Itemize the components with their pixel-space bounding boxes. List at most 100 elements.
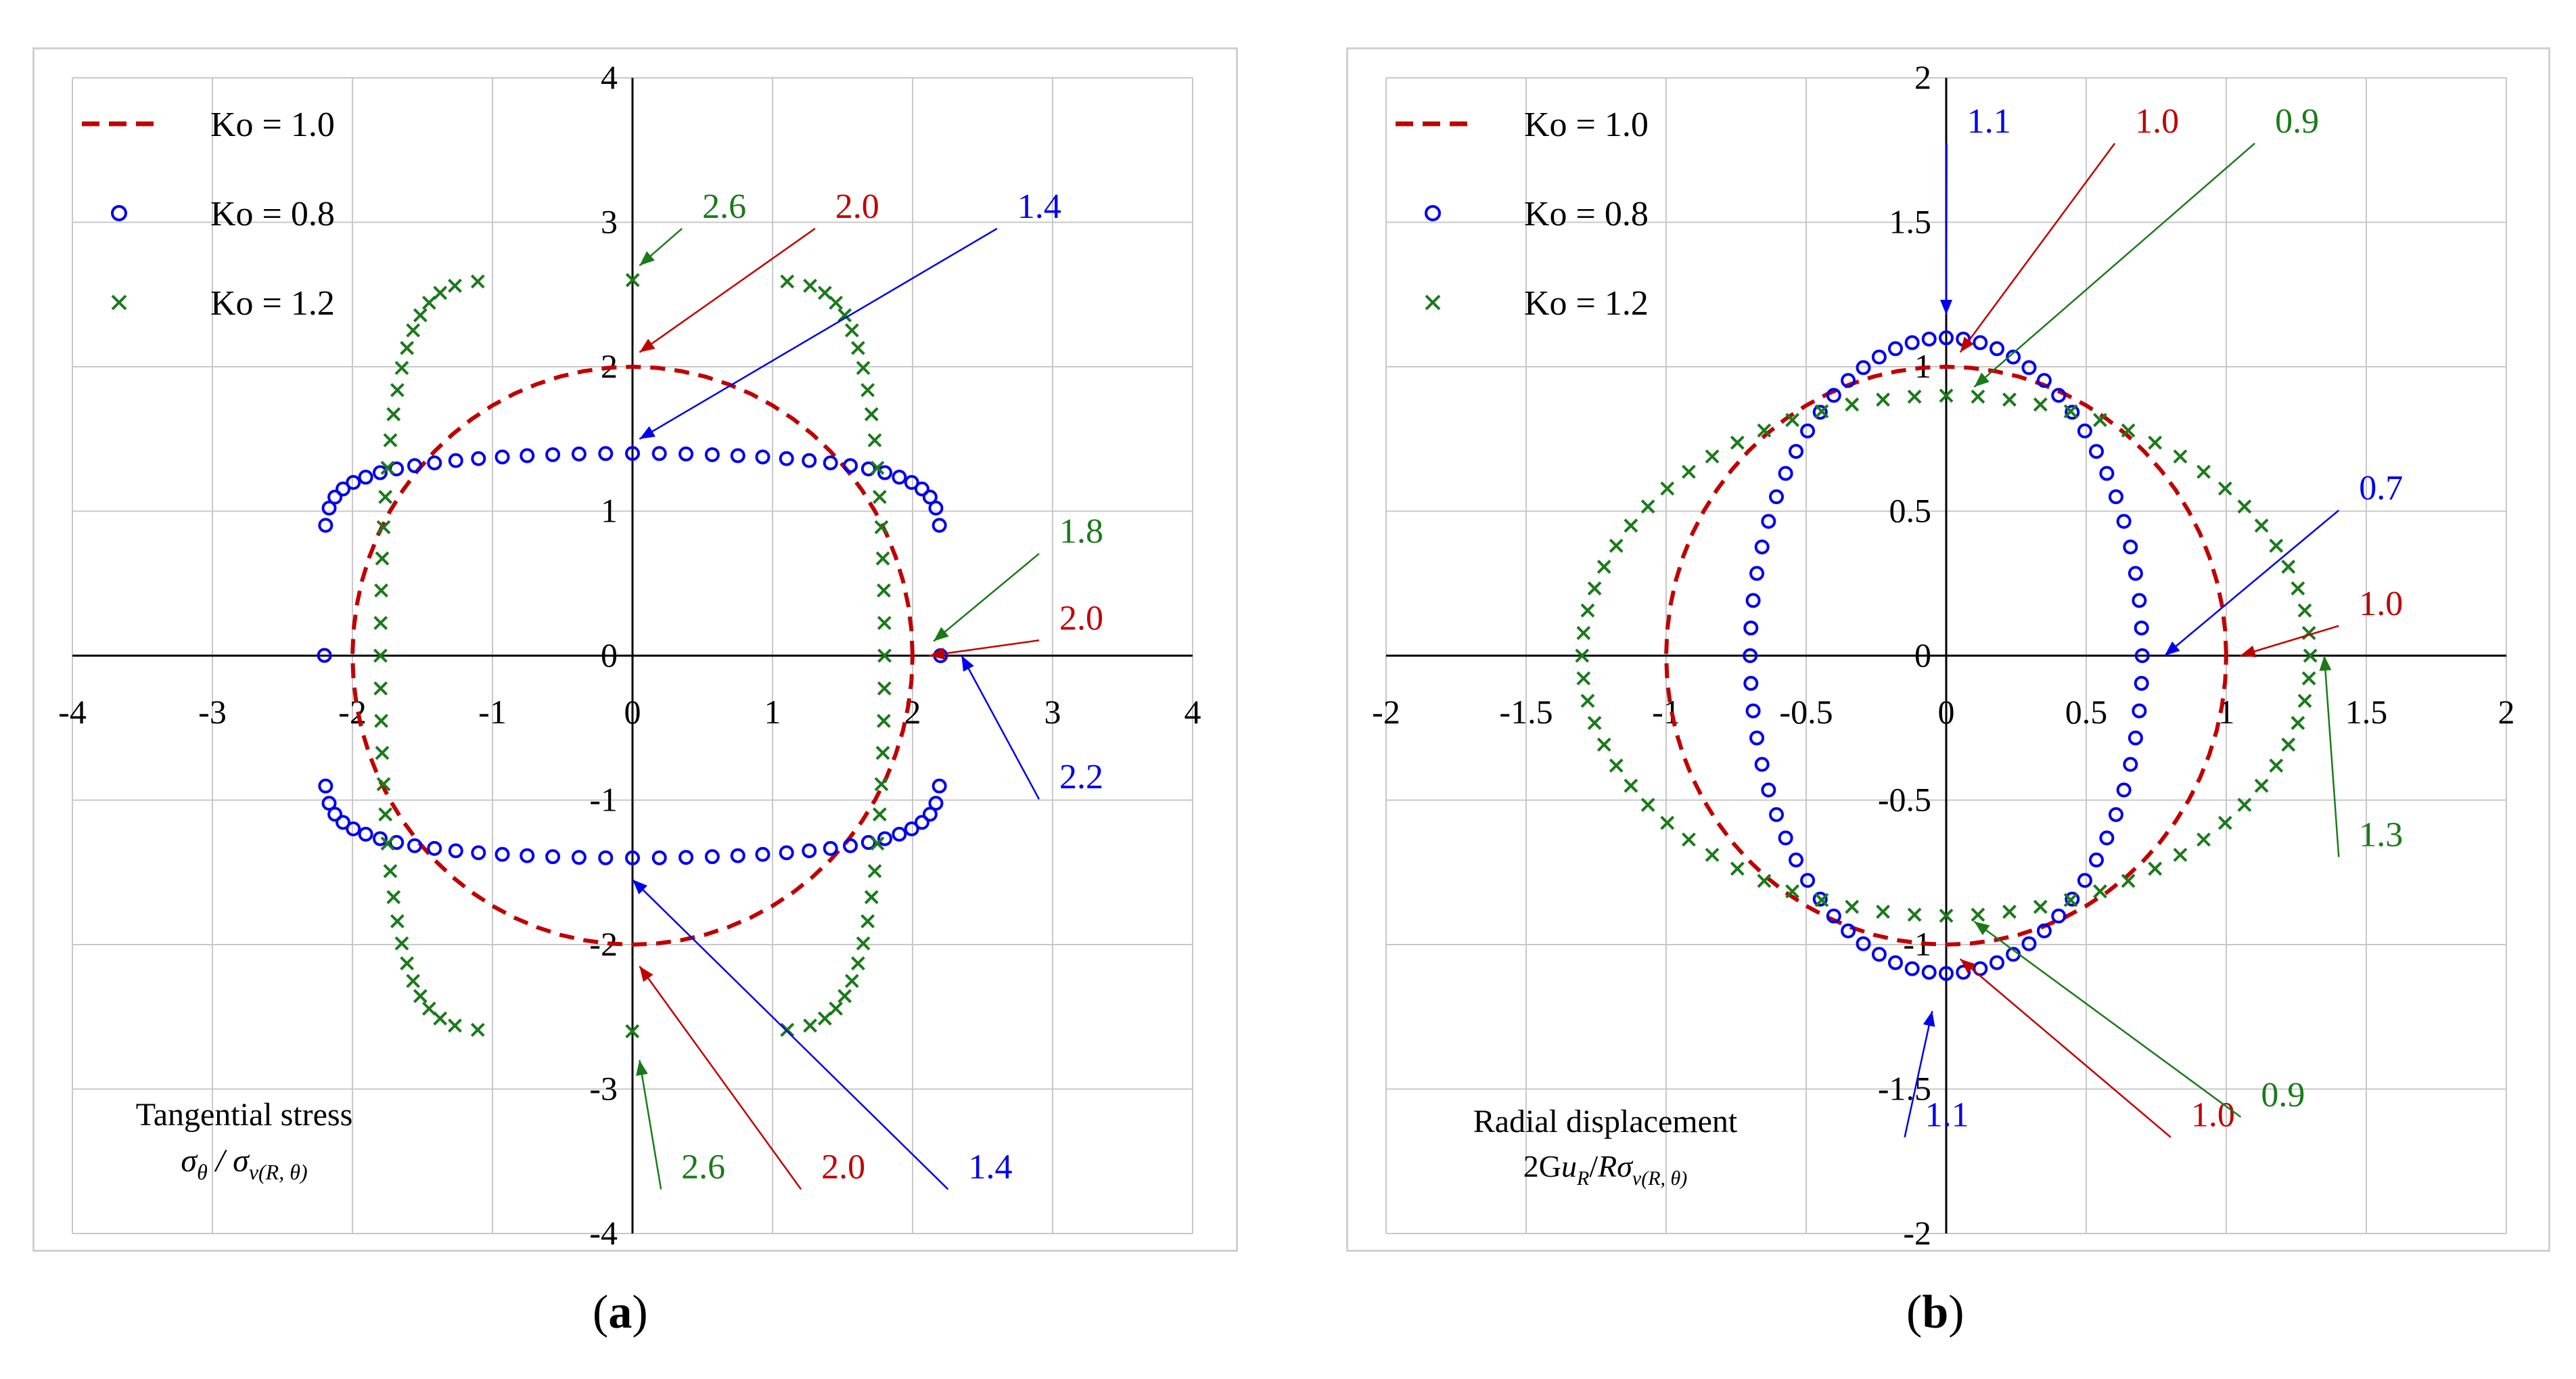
x-marker-stroke: [1814, 404, 1829, 419]
caption-a: (a): [593, 1286, 648, 1338]
chart-a-point-ko08: [372, 831, 388, 846]
chart-a-point-ko08: [928, 500, 944, 516]
chart-b-point-ko12: [1580, 694, 1595, 708]
chart-b-point-ko12: [2281, 560, 2296, 574]
chart-b-point-ko12: [1660, 815, 1675, 830]
x-marker-stroke: [1939, 908, 1954, 923]
chart-a-point-ko12: [872, 489, 887, 504]
chart-b-point-ko12: [2291, 581, 2305, 595]
chart-b-point-ko12: [2196, 464, 2211, 479]
chart-a-point-ko12: [378, 489, 393, 504]
chart-a-point-ko12: [860, 914, 875, 928]
chart-a-point-ko08: [823, 455, 838, 471]
chart-a-point-ko12: [844, 974, 859, 989]
chart-b-x-tick-label: -1.5: [1499, 693, 1552, 731]
chart-b-point-ko08: [1939, 966, 1954, 981]
chart-b-point-ko08: [2036, 923, 2052, 939]
annotation-arrow-line: [1973, 142, 2255, 388]
chart-a-point-ko08: [678, 850, 694, 865]
chart-a-point-ko12: [383, 863, 398, 878]
chart-a-point-ko12: [625, 1024, 640, 1039]
chart-a-y-tick-label: 1: [601, 492, 618, 530]
chart-b-point-ko12: [2237, 798, 2252, 812]
chart-b-point-ko12: [2033, 899, 2048, 914]
x-marker-stroke: [872, 807, 887, 822]
chart-b-point-ko08: [2128, 566, 2143, 581]
x-marker-stroke: [1575, 648, 1590, 663]
chart-a-x-tick-label: -3: [198, 693, 227, 731]
chart-a-point-ko08: [321, 500, 337, 516]
x-marker-stroke: [448, 278, 462, 293]
chart-b-point-ko08: [1856, 360, 1871, 376]
annotation-label: 1.4: [968, 1148, 1012, 1187]
x-marker-stroke: [2291, 581, 2305, 595]
x-marker-stroke: [1705, 847, 1720, 862]
chart-a-point-ko12: [877, 713, 891, 728]
annotation-arrow-head: [929, 648, 945, 660]
chart-b-point-ko08: [1871, 947, 1887, 962]
x-marker-stroke: [2297, 694, 2312, 708]
annotation-arrow-head: [2319, 656, 2332, 671]
chart-a-point-ko08: [779, 451, 794, 466]
chart-a-point-ko08: [471, 451, 486, 466]
legend-label: Ko = 0.8: [210, 195, 335, 233]
chart-b-point-ko08: [1973, 961, 1988, 976]
chart-a-point-ko08: [914, 481, 929, 497]
annotation-arrow-line: [639, 227, 998, 440]
chart-a-point-ko08: [802, 843, 817, 859]
x-marker-stroke: [1785, 884, 1799, 899]
x-marker-stroke: [2033, 899, 2048, 914]
x-marker-stroke: [470, 274, 485, 289]
x-marker-stroke: [860, 383, 875, 397]
chart-b-annotation: 1.0: [1959, 102, 2179, 353]
legend-circle-swatch: [111, 205, 127, 221]
annotation-arrow-line: [639, 227, 816, 353]
chart-a-point-ko08: [427, 455, 442, 471]
chart-a-point-ko12: [380, 836, 395, 851]
chart-a-annotation: 2.0: [929, 599, 1103, 660]
x-marker-stroke: [1609, 758, 1624, 773]
x-marker-stroke: [2269, 539, 2284, 553]
chart-a-point-ko08: [892, 470, 907, 485]
chart-b-point-ko08: [1904, 961, 1920, 976]
x-marker-stroke: [413, 989, 428, 1003]
chart-a-point-ko08: [358, 826, 373, 842]
chart-a-point-ko12: [378, 807, 393, 822]
chart-b-point-ko12: [2301, 671, 2316, 685]
chart-a-y-tick-label: 0: [601, 636, 618, 674]
x-marker-stroke: [400, 340, 415, 355]
chart-b-point-ko12: [2269, 539, 2284, 553]
chart-b-point-ko08: [1778, 466, 1793, 481]
chart-b-point-ko12: [2121, 423, 2136, 438]
chart-a-point-ko12: [829, 295, 844, 310]
chart-b-point-ko12: [2291, 716, 2305, 730]
annotation-arrow-line: [639, 1060, 662, 1190]
chart-a-point-ko12: [860, 383, 875, 397]
chart-a-point-ko12: [433, 1011, 448, 1026]
x-marker-stroke: [2291, 716, 2305, 730]
x-marker-stroke: [375, 551, 390, 566]
chart-a-point-ko08: [571, 850, 586, 865]
chart-b-point-ko08: [2051, 908, 2067, 924]
x-marker-stroke: [2173, 449, 2188, 464]
chart-b-point-ko08: [1778, 830, 1793, 846]
chart-a-point-ko08: [448, 453, 463, 468]
chart-b-point-ko12: [1785, 884, 1799, 899]
x-marker-stroke: [2297, 603, 2312, 618]
chart-a-point-ko08: [678, 446, 694, 461]
chart-a-point-ko12: [374, 713, 388, 728]
x-marker-stroke: [1682, 464, 1696, 479]
annotation-arrow-line: [1959, 143, 2116, 353]
x-marker-stroke: [1907, 389, 1922, 404]
chart-a-annotation: 2.6: [636, 1060, 725, 1190]
x-marker-stroke: [380, 836, 395, 851]
chart-b-x-tick-label: 0.5: [2065, 693, 2108, 731]
chart-b-point-ko08: [1973, 335, 1988, 351]
chart-a-point-ko12: [870, 836, 885, 851]
chart-a-point-ko12: [406, 974, 421, 989]
annotation-label: 1.0: [2135, 102, 2179, 141]
chart-a-point-ko08: [755, 449, 770, 465]
annotation-arrow-head: [632, 879, 648, 895]
chart-b-annotation: 0.9: [1973, 102, 2319, 388]
chart-b-point-ko12: [2281, 738, 2296, 752]
